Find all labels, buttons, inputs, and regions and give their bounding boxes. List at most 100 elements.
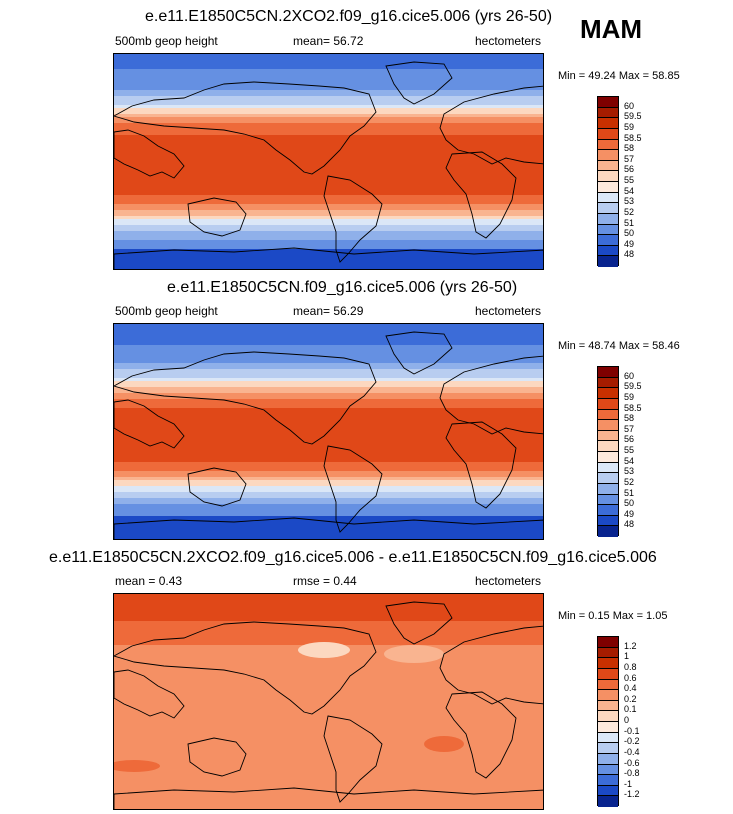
coastline: [114, 129, 185, 179]
colorbar-tick-label: 53: [624, 196, 635, 207]
colorbar-swatch: [598, 235, 618, 246]
colorbar-tick-label: -0.6: [624, 757, 640, 768]
panel-1-map: [113, 53, 544, 270]
panel-3-map: [113, 593, 544, 810]
colorbar-swatch: [598, 796, 618, 807]
colorbar-swatch: [598, 97, 618, 108]
colorbar-tick-label: -1.2: [624, 789, 640, 800]
colorbar-swatch: [598, 182, 618, 193]
panel-3-units-label: hectometers: [475, 574, 542, 588]
colorbar-tick-label: 0.2: [624, 693, 637, 704]
panel-1-title: e.e11.E1850C5CN.2XCO2.f09_g16.cice5.006 …: [145, 8, 553, 25]
colorbar-swatch: [598, 128, 618, 140]
colorbar-tick-label: -0.4: [624, 746, 640, 757]
coastline: [187, 197, 247, 237]
colorbar-swatch: [598, 679, 618, 691]
anomaly-contour: [384, 645, 444, 663]
coastline: [187, 467, 247, 507]
colorbar-tick-label: 53: [624, 466, 635, 477]
colorbar-tick-label: 52: [624, 476, 635, 487]
colorbar-tick-label: 48: [624, 249, 635, 260]
colorbar-tick-label: 60: [624, 100, 635, 111]
colorbar-tick-label: 50: [624, 498, 635, 509]
panel-2-map: [113, 323, 544, 540]
coastline: [187, 737, 247, 777]
colorbar-tick-label: 60: [624, 370, 635, 381]
colorbar-swatch: [598, 785, 618, 797]
colorbar-tick-label: -0.1: [624, 725, 640, 736]
colorbar-swatch: [598, 452, 618, 463]
colorbar-swatch: [598, 743, 618, 754]
colorbar-swatch: [598, 764, 618, 776]
colorbar-swatch: [598, 213, 618, 225]
colorbar-tick-label: 52: [624, 206, 635, 217]
panel-2-title: e.e11.E1850C5CN.f09_g16.cice5.006 (yrs 2…: [167, 279, 518, 296]
colorbar-tick-label: -0.2: [624, 736, 640, 747]
colorbar-tick-label: 56: [624, 434, 635, 445]
coastline: [323, 715, 383, 803]
colorbar-swatch: [598, 775, 618, 786]
panel-1-mean-label: mean= 56.72: [293, 34, 364, 48]
panel-3-colorbar: [597, 636, 619, 807]
colorbar-tick-label: 59.5: [624, 381, 642, 392]
colorbar-tick-label: 48: [624, 519, 635, 530]
coastline: [385, 61, 453, 105]
colorbar-tick-label: 50: [624, 228, 635, 239]
coastline: [114, 787, 543, 809]
colorbar-swatch: [598, 367, 618, 378]
anomaly-contour: [114, 760, 160, 772]
colorbar-tick-label: 59: [624, 121, 635, 132]
panel-2-minmax: Min = 48.74 Max = 58.46: [558, 340, 680, 352]
colorbar-swatch: [598, 505, 618, 516]
colorbar-tick-label: 59.5: [624, 111, 642, 122]
colorbar-tick-label: 0.4: [624, 683, 637, 694]
colorbar-swatch: [598, 171, 618, 182]
colorbar-swatch: [598, 753, 618, 765]
colorbar-swatch: [598, 473, 618, 484]
panel-2-variable-label: 500mb geop height: [115, 304, 218, 318]
coastline: [114, 351, 377, 445]
colorbar-swatch: [598, 203, 618, 214]
anomaly-contour: [424, 736, 464, 752]
panel-1-minmax: Min = 49.24 Max = 58.85: [558, 70, 680, 82]
colorbar-swatch: [598, 647, 618, 659]
colorbar-tick-label: 59: [624, 391, 635, 402]
coastline: [445, 421, 517, 509]
coastline: [385, 601, 453, 645]
colorbar-swatch: [598, 658, 618, 669]
colorbar-swatch: [598, 420, 618, 431]
colorbar-swatch: [598, 441, 618, 452]
colorbar-swatch: [598, 398, 618, 410]
colorbar-tick-label: 58.5: [624, 132, 642, 143]
colorbar-tick-label: 58: [624, 413, 635, 424]
anomaly-contour: [298, 642, 350, 658]
colorbar-tick-label: 51: [624, 487, 635, 498]
colorbar-swatch: [598, 690, 618, 701]
colorbar-swatch: [598, 224, 618, 236]
coastline: [114, 81, 377, 175]
colorbar-swatch: [598, 256, 618, 267]
panel-2-units-label: hectometers: [475, 304, 542, 318]
colorbar-tick-label: 51: [624, 217, 635, 228]
coastline: [445, 151, 517, 239]
colorbar-tick-label: 56: [624, 164, 635, 175]
coastline: [385, 331, 453, 375]
panel-2-mean-label: mean= 56.29: [293, 304, 364, 318]
coastline: [114, 517, 543, 539]
colorbar-tick-label: 54: [624, 455, 635, 466]
colorbar-swatch: [598, 409, 618, 421]
colorbar-swatch: [598, 494, 618, 506]
colorbar-tick-label: 0.6: [624, 672, 637, 683]
coastline: [439, 355, 543, 435]
colorbar-swatch: [598, 139, 618, 151]
colorbar-swatch: [598, 430, 618, 442]
colorbar-swatch: [598, 377, 618, 389]
colorbar-tick-label: 58: [624, 143, 635, 154]
colorbar-swatch: [598, 722, 618, 733]
colorbar-swatch: [598, 711, 618, 722]
colorbar-swatch: [598, 515, 618, 527]
colorbar-tick-label: 54: [624, 185, 635, 196]
colorbar-swatch: [598, 483, 618, 495]
colorbar-swatch: [598, 732, 618, 744]
coastline: [114, 399, 185, 449]
